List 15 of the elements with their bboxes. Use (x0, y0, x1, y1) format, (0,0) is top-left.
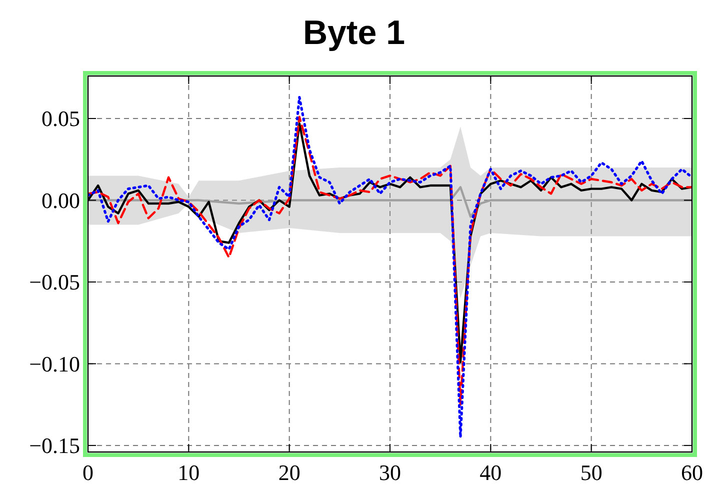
line-series (88, 116, 692, 406)
y-tick-label: 0.05 (42, 106, 80, 132)
x-tick-label: 60 (681, 460, 703, 485)
y-tick-label: −0.05 (29, 270, 80, 295)
y-tick-label: 0.00 (42, 188, 80, 213)
x-tick-label: 30 (379, 460, 401, 485)
x-tick-label: 50 (580, 460, 602, 485)
x-tick-label: 20 (278, 460, 300, 485)
y-tick-label: −0.10 (29, 351, 80, 376)
x-tick-label: 40 (480, 460, 502, 485)
y-tick-label: −0.15 (29, 433, 80, 458)
line-series (88, 186, 692, 218)
x-tick-label: 0 (82, 460, 94, 485)
chart-title: Byte 1 (302, 14, 406, 52)
x-tick-label: 10 (178, 460, 200, 485)
